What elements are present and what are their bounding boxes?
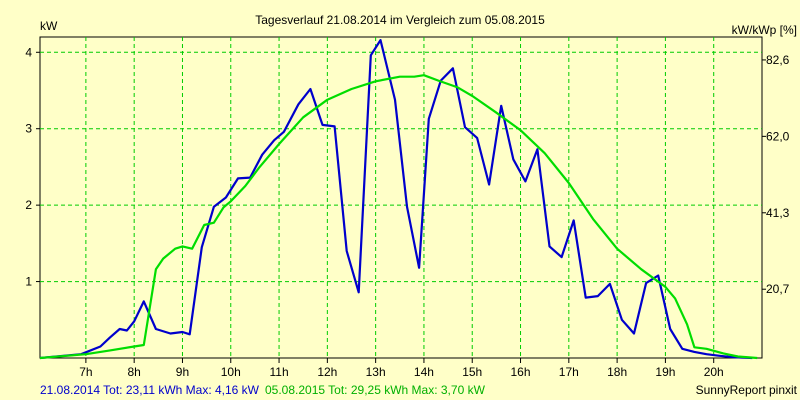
y-tick-label-left: 1 <box>25 275 32 289</box>
series-line-2015 <box>39 74 758 360</box>
x-tick-label: 10h <box>221 365 241 379</box>
y-tick-label-right: 41,3 <box>766 206 790 220</box>
x-tick-label: 11h <box>269 365 288 379</box>
x-tick-label: 17h <box>559 365 579 379</box>
y-tick-label-left: 2 <box>25 198 32 212</box>
x-tick-label: 8h <box>127 365 140 379</box>
y-tick-label-right: 82,6 <box>766 53 790 67</box>
x-tick-label: 18h <box>607 365 627 379</box>
x-tick-label: 7h <box>79 365 92 379</box>
y-tick-label-right: 20,7 <box>766 282 790 296</box>
x-tick-label: 15h <box>462 365 482 379</box>
footer-2015-summary: 05.08.2015 Tot: 29,25 kWh Max: 3,70 kW <box>265 383 486 397</box>
series-line-2014 <box>39 39 753 360</box>
x-tick-label: 16h <box>511 365 531 379</box>
x-tick-label: 9h <box>176 365 189 379</box>
y-axis-label-left: kW <box>40 19 58 33</box>
footer-credit: SunnyReport pinxit <box>696 383 798 397</box>
y-tick-label-left: 3 <box>25 122 32 136</box>
y-axis-label-right: kW/kWp [%] <box>732 23 797 37</box>
series-lines <box>39 39 758 360</box>
plot-frame <box>39 36 763 359</box>
x-tick-label: 12h <box>317 365 337 379</box>
x-tick-label: 14h <box>414 365 434 379</box>
x-tick-label: 19h <box>655 365 675 379</box>
axis-ticks: 7h 8h 9h 10h 11h 12h 13h 14h 15h 16h 17h 18h 19h 20h 1… <box>25 45 789 379</box>
y-tick-label-left: 4 <box>25 45 32 59</box>
x-tick-label: 20h <box>704 365 724 379</box>
y-tick-label-right: 62,0 <box>766 129 790 143</box>
x-tick-label: 13h <box>366 365 386 379</box>
footer-2014-summary: 21.08.2014 Tot: 23,11 kWh Max: 4,16 kW <box>40 383 260 397</box>
chart-title: Tagesverlauf 21.08.2014 im Vergleich zum… <box>255 13 545 27</box>
